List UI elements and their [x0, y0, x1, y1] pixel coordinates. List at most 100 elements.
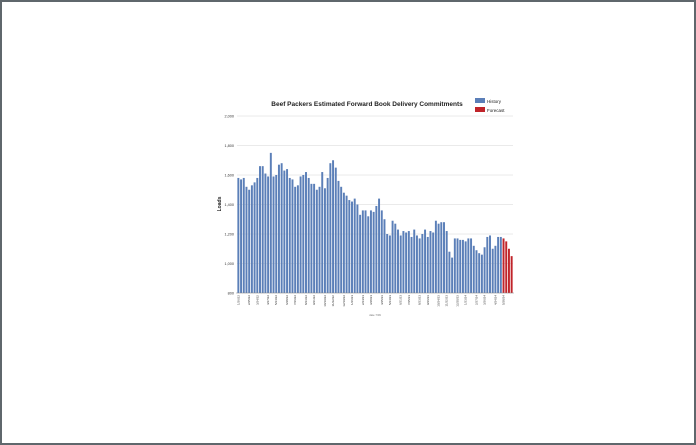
history-bar [459, 239, 462, 293]
history-bar [415, 235, 418, 293]
history-bar [310, 183, 313, 293]
history-bar [497, 236, 500, 293]
x-tick-label: 3/24/22 [255, 295, 259, 305]
history-bar [261, 166, 264, 293]
history-bar [483, 247, 486, 293]
history-bar [499, 236, 502, 293]
history-bar [315, 189, 318, 293]
x-tick-label: 5/24/23 [388, 295, 392, 305]
x-tick-label: 7/26/22 [293, 295, 297, 305]
y-tick-label: 1,200 [224, 232, 234, 236]
history-bar [245, 186, 248, 293]
history-bar [399, 235, 402, 293]
history-bar [340, 186, 343, 293]
history-bar [302, 175, 305, 293]
forecast-bar [507, 248, 510, 293]
x-tick-label: 10/24/23 [437, 295, 441, 307]
history-bar [424, 229, 427, 293]
history-bar [348, 200, 351, 293]
history-bar [283, 170, 286, 293]
history-bar [443, 222, 445, 293]
history-bar [269, 152, 272, 293]
history-bar [448, 251, 451, 293]
history-bar [426, 236, 429, 293]
history-bar [407, 231, 410, 293]
history-bar [410, 236, 413, 293]
history-bar [397, 229, 399, 293]
history-bar [461, 239, 464, 293]
x-tick-label: 4/24/24 [493, 295, 497, 305]
history-bar [391, 220, 394, 293]
history-bar [299, 176, 302, 293]
history-bar [421, 234, 424, 293]
history-bar [334, 167, 337, 293]
history-bar [256, 177, 259, 293]
history-bar [288, 177, 291, 293]
history-bar [240, 179, 243, 293]
history-bar [321, 172, 324, 293]
history-bar [372, 211, 375, 293]
history-bar [329, 163, 332, 293]
legend-history-label: History [487, 99, 502, 104]
y-tick-label: 1,600 [224, 173, 234, 177]
history-bar [453, 238, 456, 293]
y-tick-label: 1,000 [224, 262, 234, 266]
history-bar [342, 192, 345, 293]
history-bar [305, 172, 307, 293]
history-bar [280, 163, 283, 293]
x-tick-label: 6/28/22 [285, 295, 289, 305]
history-bar [429, 231, 432, 293]
history-bar [380, 210, 383, 293]
history-bar [413, 229, 416, 293]
x-tick-label: 9/26/23 [426, 295, 430, 305]
x-tick-label: 10/19/22 [323, 295, 327, 307]
history-bar [267, 176, 270, 293]
history-bar [313, 183, 316, 293]
history-bar [383, 219, 386, 293]
x-tick-label: 8/23/22 [304, 295, 308, 305]
history-bar [434, 220, 437, 293]
history-bar [307, 177, 310, 293]
history-bar [323, 188, 326, 293]
history-bar [486, 236, 489, 293]
x-tick-label: 12/19/22 [342, 295, 346, 307]
y-tick-label: 1,800 [224, 144, 234, 148]
history-bar [332, 160, 335, 293]
y-tick-label: 800 [228, 291, 234, 295]
legend-forecast-label: Forecast [487, 108, 505, 113]
history-bar [353, 198, 356, 293]
forecast-bar [502, 238, 505, 293]
x-tick-label: 6/21/23 [399, 295, 403, 305]
legend: History Forecast [475, 98, 505, 113]
bars [237, 152, 513, 293]
history-bar [394, 223, 397, 293]
x-tick-label: 1/26/23 [350, 295, 354, 305]
history-bar [472, 245, 475, 293]
x-tick-label: 2/24/23 [361, 295, 365, 305]
history-bar [464, 241, 467, 293]
forecast-bar [505, 241, 508, 293]
history-bar [478, 253, 481, 293]
x-tick-label: 7/25/23 [407, 295, 411, 305]
history-bar [272, 176, 275, 293]
history-bar [259, 166, 261, 293]
y-axis-label: Loads [217, 196, 223, 211]
history-bar [351, 201, 353, 293]
history-bar [489, 235, 491, 293]
history-bar [318, 186, 321, 293]
x-tick-label: 8/23/23 [418, 295, 422, 305]
chart-title: Beef Packers Estimated Forward Book Deli… [271, 101, 463, 108]
history-bar [386, 234, 389, 293]
history-bar [296, 185, 299, 293]
legend-forecast-swatch [475, 107, 485, 112]
history-bar [475, 250, 478, 293]
history-bar [375, 205, 378, 293]
history-bar [286, 169, 289, 293]
history-bar [491, 248, 494, 293]
x-tick-label: 1/26/22 [236, 295, 240, 305]
history-bar [470, 238, 473, 293]
history-bar [345, 195, 348, 293]
x-axis-note: date 7/09 [369, 313, 381, 317]
history-bar [359, 214, 362, 293]
